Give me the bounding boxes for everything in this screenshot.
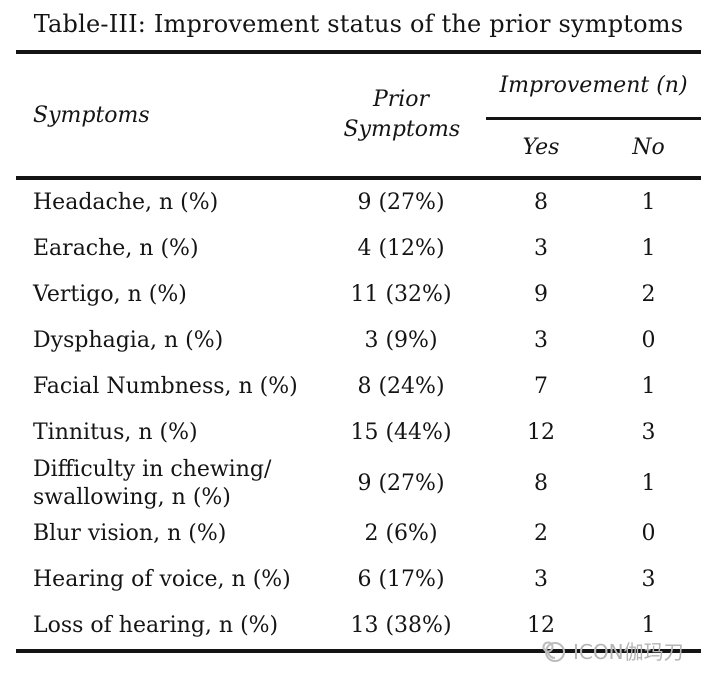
- improvement-yes-cell: 2: [534, 521, 548, 547]
- prior-symptoms-cell: 3 (9%): [364, 328, 438, 354]
- column-header-prior-symptoms: Prior Symptoms: [316, 52, 486, 178]
- improvement-yes-cell: 12: [527, 420, 555, 446]
- symptom-cell: Dysphagia, n (%): [33, 328, 224, 354]
- improvement-no-cell: 1: [641, 236, 656, 262]
- table-body: Headache, n (%) 9 (27%) 8 1 Earache, n (…: [16, 178, 701, 651]
- table-row: Earache, n (%) 4 (12%) 3 1: [16, 226, 701, 272]
- table-row: Loss of hearing, n (%) 13 (38%) 12 1: [16, 603, 701, 651]
- column-header-no: No: [632, 135, 665, 161]
- improvement-yes-cell: 8: [534, 470, 548, 496]
- page-title: Table-III: Improvement status of the pri…: [33, 10, 684, 38]
- symptom-cell: Difficulty in chewing/ swallowing, n (%): [33, 457, 272, 510]
- prior-symptoms-cell: 11 (32%): [350, 282, 452, 308]
- improvement-no-cell: 0: [641, 521, 656, 547]
- prior-symptoms-cell: 9 (27%): [357, 190, 445, 216]
- improvement-no-cell: 1: [641, 190, 656, 216]
- improvement-no-cell: 1: [641, 470, 656, 496]
- improvement-yes-cell: 3: [534, 236, 548, 262]
- prior-symptoms-cell: 9 (27%): [357, 470, 445, 496]
- improvement-no-cell: 1: [641, 613, 656, 639]
- column-header-prior-symptoms-label: Prior Symptoms: [343, 87, 461, 142]
- table-row: Blur vision, n (%) 2 (6%) 2 0: [16, 511, 701, 557]
- prior-symptoms-cell: 2 (6%): [364, 521, 438, 547]
- symptom-cell: Vertigo, n (%): [33, 282, 187, 308]
- improvement-yes-cell: 3: [534, 328, 548, 354]
- column-header-symptoms: Symptoms: [33, 102, 150, 128]
- column-header-improvement: Improvement (n): [486, 52, 702, 120]
- improvement-yes-cell: 9: [534, 282, 548, 308]
- table-row: Facial Numbness, n (%) 8 (24%) 7 1: [16, 364, 701, 410]
- symptom-cell: Tinnitus, n (%): [33, 420, 198, 446]
- prior-symptoms-cell: 15 (44%): [350, 420, 452, 446]
- symptoms-table: Symptoms Prior Symptoms Improvement (n) …: [16, 50, 702, 653]
- improvement-yes-cell: 12: [527, 613, 555, 639]
- table-row: Tinnitus, n (%) 15 (44%) 12 3: [16, 410, 701, 456]
- table-row: Vertigo, n (%) 11 (32%) 9 2: [16, 272, 701, 318]
- prior-symptoms-cell: 8 (24%): [357, 374, 445, 400]
- prior-symptoms-cell: 6 (17%): [357, 567, 445, 593]
- improvement-no-cell: 2: [641, 282, 656, 308]
- improvement-yes-cell: 7: [534, 374, 548, 400]
- improvement-yes-cell: 8: [534, 190, 548, 216]
- symptom-cell: Blur vision, n (%): [33, 521, 227, 547]
- improvement-yes-cell: 3: [534, 567, 548, 593]
- table-row: Difficulty in chewing/ swallowing, n (%)…: [16, 456, 701, 511]
- improvement-no-cell: 3: [641, 420, 656, 446]
- improvement-no-cell: 0: [641, 328, 656, 354]
- table-header: Symptoms Prior Symptoms Improvement (n) …: [16, 52, 702, 178]
- symptom-cell: Earache, n (%): [33, 236, 199, 262]
- prior-symptoms-cell: 4 (12%): [357, 236, 445, 262]
- table-row: Headache, n (%) 9 (27%) 8 1: [16, 178, 701, 226]
- table-row: Dysphagia, n (%) 3 (9%) 3 0: [16, 318, 701, 364]
- table-row: Hearing of voice, n (%) 6 (17%) 3 3: [16, 557, 701, 603]
- symptom-cell: Headache, n (%): [33, 190, 219, 216]
- symptom-cell: Loss of hearing, n (%): [33, 613, 279, 639]
- prior-symptoms-cell: 13 (38%): [350, 613, 452, 639]
- symptom-cell: Hearing of voice, n (%): [33, 567, 291, 593]
- improvement-no-cell: 3: [641, 567, 656, 593]
- column-header-yes: Yes: [522, 135, 560, 161]
- symptom-cell: Facial Numbness, n (%): [33, 374, 298, 400]
- improvement-no-cell: 1: [641, 374, 656, 400]
